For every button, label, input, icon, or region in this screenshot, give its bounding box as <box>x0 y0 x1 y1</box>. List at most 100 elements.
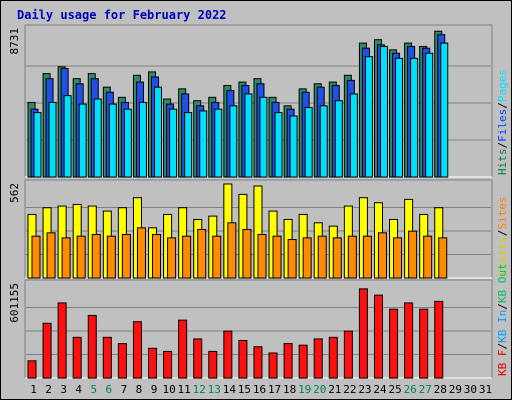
x-tick-label: 1 <box>30 383 37 396</box>
bar-sites <box>31 235 41 279</box>
bar-kb-f <box>419 308 429 379</box>
panel-bot-max-label: 601155 <box>8 283 21 323</box>
x-tick-label: 20 <box>313 383 326 396</box>
bar-sites <box>121 234 131 279</box>
x-tick-label: 3 <box>60 383 67 396</box>
bar-sites <box>423 235 433 279</box>
bar-sites <box>136 227 146 279</box>
bar-pages <box>169 108 178 178</box>
bar-sites <box>302 237 312 279</box>
bar-sites <box>76 235 86 279</box>
panel-mid-legend: Visits/Sites <box>496 197 509 277</box>
bar-kb-f <box>389 308 399 379</box>
bar-kb-f <box>253 346 263 379</box>
x-tick-label: 28 <box>434 383 447 396</box>
x-tick-label: 17 <box>268 383 281 396</box>
bar-pages <box>289 115 298 178</box>
bar-sites <box>212 235 222 279</box>
bar-kb-f <box>373 294 383 379</box>
bar-pages <box>123 108 132 178</box>
legend-entry: Pages <box>496 69 509 102</box>
panel-mid-max-label: 562 <box>8 183 21 203</box>
bar-kb-f <box>148 347 158 379</box>
bar-kb-f <box>313 338 323 379</box>
bar-kb-f <box>208 350 218 379</box>
bar-kb-f <box>57 302 67 379</box>
bar-kb-f <box>72 336 82 379</box>
legend-entry: Hits <box>496 149 509 176</box>
panel-top-max-label: 8731 <box>8 28 21 55</box>
bar-kb-f <box>358 288 368 379</box>
bar-pages <box>425 52 434 178</box>
bar-kb-f <box>132 321 142 379</box>
x-tick-label: 8 <box>136 383 143 396</box>
bar-pages <box>440 42 449 178</box>
bar-kb-f <box>163 350 173 379</box>
bar-pages <box>304 107 313 178</box>
bar-sites <box>332 237 342 279</box>
bar-sites <box>347 235 357 279</box>
bar-kb-f <box>434 300 444 379</box>
bar-pages <box>410 57 419 178</box>
x-tick-label: 30 <box>464 383 477 396</box>
bar-sites <box>242 228 252 279</box>
bar-sites <box>393 237 403 279</box>
bar-kb-f <box>238 339 248 379</box>
x-tick-label: 14 <box>223 383 237 396</box>
bar-kb-f <box>283 343 293 379</box>
x-tick-label: 15 <box>238 383 251 396</box>
bar-kb-f <box>328 336 338 379</box>
legend-entry: KB Out <box>496 263 509 303</box>
bar-kb-f <box>404 302 414 379</box>
bar-sites <box>408 230 418 279</box>
x-tick-label: 5 <box>90 383 97 396</box>
legend-entry: / <box>496 230 509 237</box>
bar-pages <box>319 105 328 178</box>
bar-pages <box>364 56 373 178</box>
legend-entry: Visits <box>496 236 509 276</box>
x-tick-label: 9 <box>151 383 158 396</box>
bar-kb-f <box>87 314 97 379</box>
x-tick-label: 23 <box>358 383 371 396</box>
bar-sites <box>61 237 71 279</box>
legend-entry: Sites <box>496 197 509 230</box>
bar-kb-f <box>298 344 308 379</box>
x-tick-label: 16 <box>253 383 266 396</box>
bar-pages <box>48 101 57 178</box>
bar-kb-f <box>193 338 203 379</box>
bar-pages <box>349 93 358 178</box>
x-tick-label: 12 <box>193 383 206 396</box>
bar-kb-f <box>343 330 353 379</box>
x-tick-label: 29 <box>449 383 462 396</box>
bar-sites <box>106 235 116 279</box>
bar-pages <box>379 45 388 178</box>
x-tick-label: 10 <box>162 383 175 396</box>
x-tick-label: 22 <box>343 383 356 396</box>
bar-sites <box>91 234 101 279</box>
bar-sites <box>227 222 237 279</box>
legend-entry: Files <box>496 109 509 142</box>
legend-entry: / <box>496 142 509 149</box>
x-tick-label: 25 <box>388 383 401 396</box>
bar-pages <box>108 103 117 178</box>
x-tick-label: 26 <box>404 383 417 396</box>
bar-sites <box>287 239 297 279</box>
bar-pages <box>395 57 404 178</box>
bar-kb-f <box>178 319 188 379</box>
legend-entry: / <box>496 102 509 109</box>
bar-pages <box>229 105 238 178</box>
bar-pages <box>244 93 253 178</box>
x-tick-label: 2 <box>45 383 52 396</box>
x-tick-label: 13 <box>208 383 221 396</box>
legend-entry: KB In <box>496 310 509 343</box>
bar-pages <box>33 112 42 178</box>
bar-sites <box>317 235 327 279</box>
bar-sites <box>362 235 372 279</box>
bar-kb-f <box>42 322 52 379</box>
panel-bot-legend: KB F/KB In/KB Out <box>496 263 509 376</box>
x-tick-label: 6 <box>106 383 113 396</box>
bar-sites <box>152 234 162 279</box>
bar-sites <box>182 235 192 279</box>
bar-pages <box>154 86 163 178</box>
